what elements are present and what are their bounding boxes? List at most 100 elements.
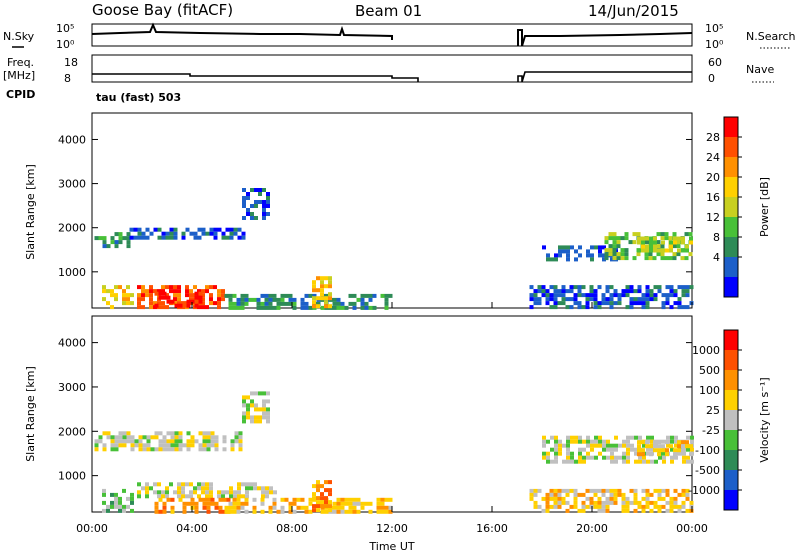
velocity-cell [186, 501, 191, 506]
power-cell [149, 305, 153, 310]
power-cell [165, 305, 169, 310]
power-colorbar-tick-label: 16 [706, 191, 720, 204]
velocity-cell [690, 439, 694, 444]
velocity-cell [673, 448, 677, 453]
power-cell [677, 236, 681, 241]
power-cell [169, 235, 174, 240]
power-cell [254, 200, 258, 204]
velocity-cell [218, 505, 223, 510]
power-cell [549, 305, 554, 310]
velocity-colorbar-label: Velocity [m s⁻¹] [758, 377, 771, 462]
power-cell [262, 188, 266, 192]
power-cell [589, 285, 594, 290]
velocity-cell [626, 435, 630, 440]
velocity-cell [230, 443, 235, 448]
power-cell [681, 236, 685, 241]
power-colorbar-tick-label: 12 [706, 211, 720, 224]
power-cell [589, 297, 594, 302]
velocity-cell [170, 439, 175, 444]
velocity-cell [205, 494, 209, 499]
velocity-cell [130, 508, 134, 513]
velocity-cell [197, 482, 201, 487]
velocity-cell [641, 496, 646, 501]
power-cell [689, 236, 693, 241]
velocity-cell [573, 500, 578, 505]
power-cell [604, 256, 609, 261]
velocity-cell [201, 482, 205, 487]
power-cell [312, 300, 316, 305]
power-cell [613, 289, 618, 294]
power-cell [228, 301, 233, 306]
velocity-cell [638, 435, 642, 440]
velocity-cell [614, 455, 618, 460]
power-cell [660, 232, 665, 237]
velocity-cell [602, 455, 606, 460]
power-cell [624, 256, 629, 261]
power-cell [612, 252, 617, 257]
velocity-cell [593, 492, 598, 497]
power-cell [541, 293, 546, 298]
velocity-cell [637, 448, 641, 453]
nave-label: Nave [746, 63, 774, 76]
power-cell [629, 285, 634, 290]
velocity-cell [197, 486, 201, 491]
power-cell [597, 301, 602, 306]
velocity-cell [252, 509, 257, 514]
velocity-cell [102, 508, 106, 513]
power-cell [636, 232, 641, 237]
velocity-cell [613, 488, 618, 493]
velocity-cell [261, 486, 265, 491]
velocity-cell [238, 435, 243, 440]
power-cell [577, 301, 582, 306]
power-cell [312, 296, 316, 301]
velocity-cell [178, 443, 183, 448]
velocity-cell [146, 443, 151, 448]
power-ytick-label: 1000 [58, 266, 86, 279]
velocity-cell [621, 508, 626, 513]
velocity-cell [249, 482, 253, 487]
velocity-cell [246, 403, 250, 408]
velocity-cell [609, 496, 614, 501]
velocity-cell [254, 403, 258, 408]
power-cell [593, 297, 598, 302]
power-colorbar-swatch [724, 257, 738, 277]
velocity-cell [206, 439, 211, 444]
velocity-cell [138, 435, 143, 440]
power-cell [165, 231, 170, 236]
velocity-cell [245, 482, 249, 487]
power-cell [557, 301, 562, 306]
velocity-colorbar-swatch [724, 410, 738, 430]
velocity-cell [141, 486, 145, 491]
velocity-cell [206, 505, 211, 510]
velocity-cell [685, 488, 690, 493]
velocity-cell [209, 494, 213, 499]
velocity-cell [682, 451, 686, 456]
velocity-cell [233, 490, 237, 495]
power-cell [284, 293, 289, 298]
velocity-cell [625, 496, 630, 501]
velocity-cell [593, 504, 598, 509]
velocity-cell [621, 504, 626, 509]
power-cell [165, 285, 169, 290]
power-cell [569, 289, 574, 294]
velocity-cell [602, 447, 606, 452]
velocity-cell [557, 500, 562, 505]
power-cell [602, 245, 606, 250]
power-cell [608, 232, 613, 237]
velocity-cell [149, 486, 153, 491]
power-cell [316, 296, 320, 301]
power-region-3 [102, 285, 134, 310]
velocity-cell [178, 439, 183, 444]
velocity-cell [126, 431, 131, 436]
power-cell [201, 305, 205, 310]
power-cell [612, 256, 617, 261]
velocity-cell [637, 440, 641, 445]
power-cell [324, 296, 328, 301]
velocity-cell [566, 455, 570, 460]
power-cell [173, 301, 177, 306]
velocity-cell [633, 496, 638, 501]
velocity-cell [593, 500, 598, 505]
velocity-cell [182, 443, 187, 448]
velocity-cell [222, 435, 227, 440]
power-ylabel: Slant Range [km] [24, 164, 37, 260]
